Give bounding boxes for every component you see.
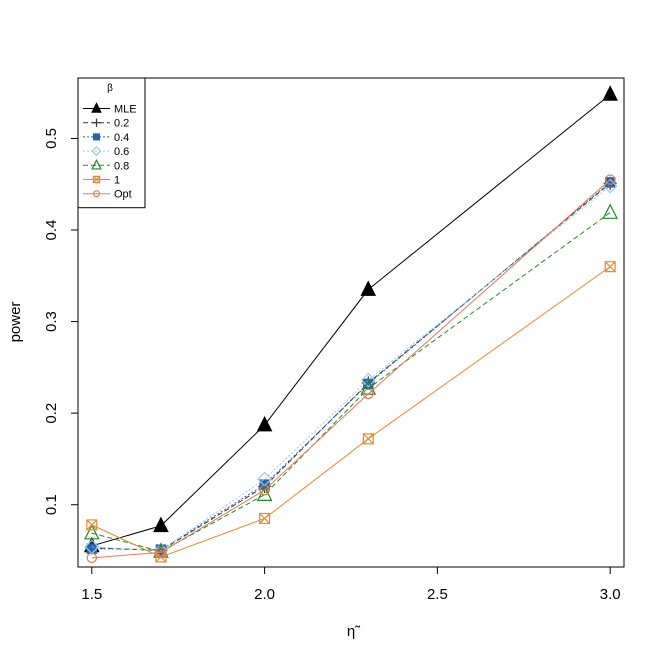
y-tick-label: 0.1 xyxy=(43,494,60,515)
series-line xyxy=(91,266,611,558)
data-point xyxy=(259,479,270,490)
data-point xyxy=(86,543,98,554)
series-1 xyxy=(86,261,616,563)
series-line xyxy=(91,94,611,547)
data-point xyxy=(86,552,98,564)
data-point xyxy=(259,512,271,525)
legend-title: β xyxy=(107,83,113,94)
legend-marker xyxy=(91,102,102,113)
data-point xyxy=(153,516,169,533)
series-0-6 xyxy=(84,178,618,558)
legend-label: 0.2 xyxy=(114,118,129,130)
series-Opt xyxy=(86,174,616,564)
legend-label: 0.4 xyxy=(114,132,129,144)
data-point xyxy=(84,523,100,540)
x-tick-label: 1.5 xyxy=(81,586,102,603)
x-tick-label: 2.0 xyxy=(254,586,275,603)
y-axis: 0.1 0.2 0.3 0.4 0.5 xyxy=(43,128,79,515)
data-point xyxy=(155,547,167,558)
data-point xyxy=(259,484,270,496)
data-point xyxy=(256,415,273,432)
y-tick-label: 0.5 xyxy=(43,128,60,149)
series-0-2 xyxy=(85,176,617,558)
data-point xyxy=(604,174,616,185)
x-axis-label: η̃ xyxy=(347,623,361,640)
series-line xyxy=(91,179,611,559)
series-line xyxy=(91,182,611,551)
legend-label: Opt xyxy=(114,189,132,201)
y-tick-label: 0.2 xyxy=(43,403,60,424)
y-tick-label: 0.3 xyxy=(43,311,60,332)
legend-marker xyxy=(92,118,101,127)
y-axis-label: power xyxy=(7,302,24,343)
data-point xyxy=(360,280,377,296)
legend-marker xyxy=(91,158,102,170)
data-point xyxy=(362,433,374,445)
data-point xyxy=(602,85,618,101)
legend-marker xyxy=(92,190,101,198)
data-point xyxy=(604,261,616,273)
plot-frame xyxy=(77,77,625,568)
legend-box xyxy=(77,77,146,209)
legend-marker xyxy=(92,175,101,184)
data-point xyxy=(602,203,618,219)
legend-marker xyxy=(91,146,102,157)
legend-label: MLE xyxy=(114,104,137,116)
legend-label: 0.6 xyxy=(114,146,129,158)
data-point xyxy=(604,177,616,188)
legend-marker xyxy=(92,133,101,141)
series-line xyxy=(91,212,611,552)
data-point xyxy=(360,372,376,388)
x-tick-label: 3.0 xyxy=(600,586,621,603)
x-tick-label: 2.5 xyxy=(427,586,448,603)
data-point xyxy=(363,388,374,400)
legend-label: 0.8 xyxy=(114,160,129,172)
series-line xyxy=(91,185,611,552)
y-tick-label: 0.4 xyxy=(43,220,60,241)
x-axis: 1.5 2.0 2.5 3.0 xyxy=(81,566,621,603)
legend-label: 1 xyxy=(114,175,120,187)
series-layer xyxy=(84,85,618,564)
series-0-4 xyxy=(86,177,616,555)
data-point xyxy=(86,519,98,531)
series-line xyxy=(91,182,611,552)
series-0-8 xyxy=(84,203,618,558)
